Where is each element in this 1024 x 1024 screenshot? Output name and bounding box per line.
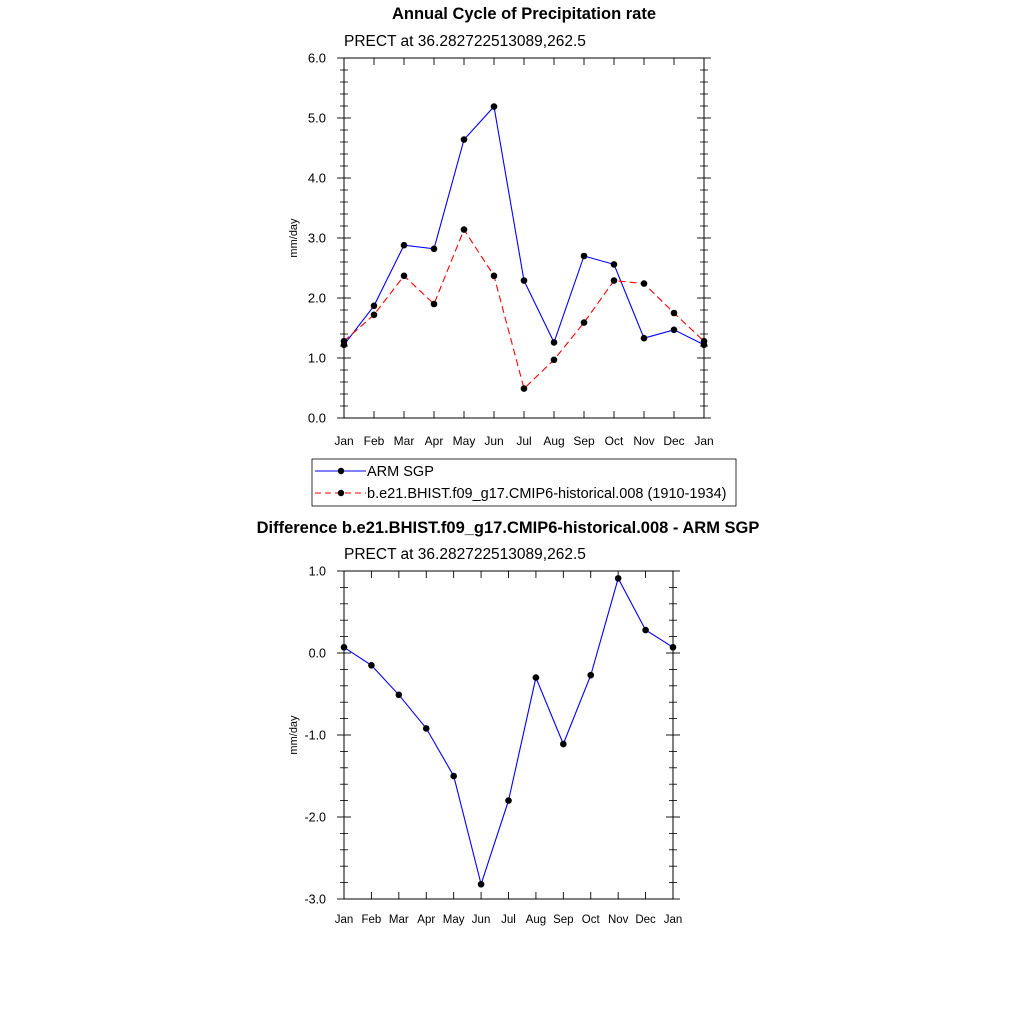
legend-box [311, 458, 737, 507]
data-point [400, 241, 408, 249]
x-tick-label: Sep [553, 914, 573, 926]
data-point [395, 691, 403, 699]
x-tick-label: Oct [605, 434, 624, 448]
data-point [642, 626, 649, 634]
data-point [614, 575, 622, 582]
data-point [460, 136, 468, 143]
data-point [580, 252, 588, 260]
y-tick-label: 2.0 [308, 291, 326, 306]
x-tick-label: Apr [425, 434, 444, 448]
y-tick-label: 1.0 [309, 565, 326, 579]
x-tick-label: Nov [633, 434, 654, 448]
x-tick-label: Mar [389, 914, 409, 926]
x-tick-label: Jan [664, 914, 683, 926]
x-tick-label: Jun [472, 914, 491, 926]
y-tick-labels: -3.0 -2.0 -1.0 0.0 1.0 [304, 565, 326, 907]
y-tick-label: 0.0 [308, 411, 326, 426]
x-tick-label: Apr [417, 914, 435, 926]
y-tick-label: 0.0 [309, 647, 326, 661]
x-tick-labels: Jan Feb Mar Apr May Jun Jul Aug Sep Oct Nov Dec Jan [335, 914, 683, 926]
data-point [490, 103, 498, 110]
x-tick-label: Sep [573, 434, 595, 448]
x-tick-label: Jun [484, 434, 503, 448]
x-tick-label: Aug [543, 434, 564, 448]
data-point [460, 226, 468, 233]
chart-title: Annual Cycle of Precipitation rate [392, 5, 656, 23]
legend-marker-model [337, 489, 345, 497]
data-point [580, 319, 588, 326]
data-point [550, 356, 558, 364]
data-point [430, 245, 438, 253]
legend: ARM SGP b.e21.BHIST.f09_g17.CMIP6-histor… [311, 458, 737, 507]
legend-label-model: b.e21.BHIST.f09_g17.CMIP6-historical.008… [367, 486, 726, 502]
x-tick-label: Jan [335, 914, 354, 926]
data-point [610, 261, 618, 268]
y-tick-label: 5.0 [308, 111, 326, 126]
y-axis-label: mm/day [288, 218, 300, 258]
data-point [640, 280, 648, 287]
x-tick-label: May [443, 914, 465, 926]
data-point [640, 334, 648, 342]
legend-marker-arm-sgp [337, 467, 345, 475]
y-tick-label: -2.0 [304, 811, 326, 825]
y-axis-label: mm/day [288, 715, 300, 755]
x-tick-label: Dec [635, 914, 656, 926]
y-tick-label: 3.0 [308, 231, 326, 246]
x-tick-label: Feb [364, 434, 385, 448]
data-point [670, 326, 678, 334]
annual-cycle-chart: Annual Cycle of Precipitation rate PRECT… [288, 5, 737, 507]
data-point [430, 300, 438, 308]
y-tick-labels: 0.0 1.0 2.0 3.0 4.0 5.0 6.0 [308, 51, 326, 426]
data-point [670, 309, 678, 317]
chart-title: Difference b.e21.BHIST.f09_g17.CMIP6-his… [257, 519, 760, 537]
x-tick-label: Oct [582, 914, 601, 926]
data-point [520, 385, 528, 392]
x-tick-label: Nov [608, 914, 629, 926]
data-point [450, 772, 457, 780]
data-point [505, 797, 512, 804]
y-tick-label: 4.0 [308, 171, 326, 186]
data-point [532, 674, 540, 681]
y-tick-label: 6.0 [308, 51, 326, 66]
x-tick-label: Mar [394, 434, 415, 448]
x-tick-label: Jul [516, 434, 531, 448]
data-point [370, 302, 378, 310]
x-tick-label: Jan [334, 434, 353, 448]
x-tick-label: Aug [526, 914, 546, 926]
x-tick-label: Jul [501, 914, 516, 926]
data-point [370, 311, 378, 319]
data-point [422, 725, 430, 732]
series-layer [340, 103, 708, 392]
data-point [550, 339, 558, 346]
y-tick-label: 1.0 [308, 351, 326, 366]
chart-subtitle: PRECT at 36.282722513089,262.5 [344, 33, 586, 50]
data-point [477, 880, 485, 888]
data-point [368, 662, 375, 669]
chart-subtitle: PRECT at 36.282722513089,262.5 [344, 546, 586, 563]
data-point [400, 272, 408, 280]
plot-frame [343, 57, 705, 419]
data-point [587, 671, 595, 679]
x-tick-labels: Jan Feb Mar Apr May Jun Jul Aug Sep Oct Nov Dec Jan [334, 434, 713, 448]
x-tick-label: Feb [362, 914, 382, 926]
data-point [520, 277, 528, 284]
plot-frame [343, 570, 674, 900]
data-point [560, 740, 567, 748]
series-layer [340, 575, 677, 888]
legend-label-arm-sgp: ARM SGP [367, 464, 434, 480]
difference-chart: Difference b.e21.BHIST.f09_g17.CMIP6-his… [257, 519, 760, 926]
x-tick-label: Dec [663, 434, 684, 448]
x-tick-label: Jan [694, 434, 713, 448]
tick-marks [337, 57, 711, 419]
data-point [610, 277, 618, 284]
y-tick-label: -1.0 [304, 729, 326, 743]
y-tick-label: -3.0 [304, 893, 326, 907]
x-tick-label: May [453, 434, 476, 448]
data-point [490, 272, 498, 280]
